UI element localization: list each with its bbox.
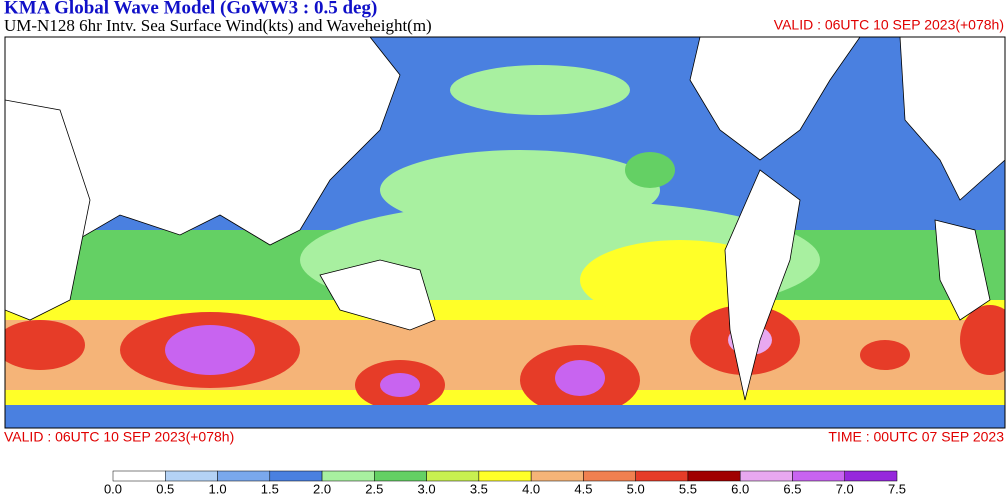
colorbar-bin xyxy=(426,470,480,482)
colorbar-label: 7.5 xyxy=(888,481,906,496)
colorbar-label: 3.5 xyxy=(470,481,488,496)
colorbar-label: 6.5 xyxy=(783,481,801,496)
valid-bottom: VALID : 06UTC 10 SEP 2023(+078h) xyxy=(4,429,234,445)
map xyxy=(4,36,1006,429)
subtitle: UM-N128 6hr Intv. Sea Surface Wind(kts) … xyxy=(4,16,432,35)
colorbar-bin xyxy=(635,470,689,482)
colorbar-label: 4.0 xyxy=(522,481,540,496)
colorbar-label: 2.5 xyxy=(365,481,383,496)
colorbar-bin xyxy=(739,470,793,482)
title: KMA Global Wave Model (GoWW3 : 0.5 deg) xyxy=(4,0,377,18)
colorbar-label: 1.0 xyxy=(208,481,226,496)
colorbar-bin xyxy=(269,470,323,482)
colorbar-bin xyxy=(792,470,845,482)
colorbar-label: 5.0 xyxy=(627,481,645,496)
colorbar-label: 0.5 xyxy=(156,481,174,496)
colorbar-label: 1.5 xyxy=(261,481,279,496)
colorbar-bin xyxy=(321,470,375,482)
colorbar-label: 3.0 xyxy=(418,481,436,496)
time-label: TIME : 00UTC 07 SEP 2023 xyxy=(828,429,1004,445)
colorbar-label: 7.0 xyxy=(836,481,854,496)
colorbar-label: 5.5 xyxy=(679,481,697,496)
colorbar-bin xyxy=(844,470,898,482)
colorbar-bin xyxy=(583,470,636,482)
colorbar-bin xyxy=(530,470,584,482)
colorbar-bin xyxy=(217,470,271,482)
colorbar-bin xyxy=(687,470,741,482)
colorbar-bin xyxy=(165,470,218,482)
colorbar-label: 4.5 xyxy=(574,481,592,496)
colorbar-label: 6.0 xyxy=(731,481,749,496)
colorbar-bin xyxy=(478,470,532,482)
colorbar: 0.0 0.5 1.0 1.5 2.0 2.5 3.0 3.5 4.0 4.5 5.0 5.5 6.0 6… xyxy=(104,470,906,496)
colorbar-label: 2.0 xyxy=(313,481,331,496)
colorbar-bin xyxy=(112,470,166,482)
colorbar-bin xyxy=(374,470,427,482)
valid-top: VALID : 06UTC 10 SEP 2023(+078h) xyxy=(774,17,1004,33)
colorbar-label: 0.0 xyxy=(104,481,122,496)
